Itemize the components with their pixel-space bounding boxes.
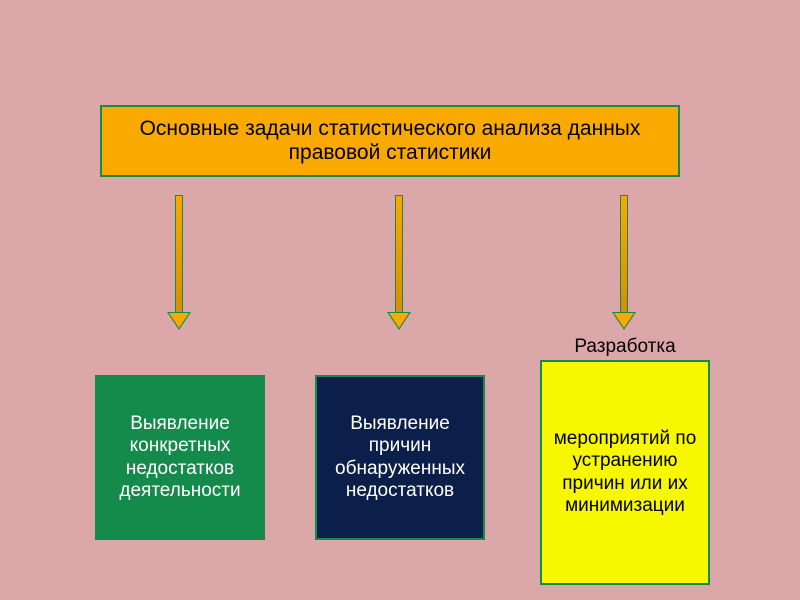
node-box-1: Выявление конкретных недостатков деятель… bbox=[95, 375, 265, 540]
arrow-to-box-3 bbox=[620, 195, 628, 330]
node-1-label: Выявление конкретных недостатков деятель… bbox=[103, 413, 257, 503]
box-3-overflow-text: Разработка bbox=[540, 336, 710, 358]
title-text: Основные задачи статистического анализа … bbox=[114, 117, 666, 165]
node-box-2: Выявление причин обнаруженных недостатко… bbox=[315, 375, 485, 540]
node-3-label: мероприятий по устранению причин или их … bbox=[548, 428, 702, 518]
arrow-to-box-1 bbox=[175, 195, 183, 330]
title-box: Основные задачи статистического анализа … bbox=[100, 105, 680, 177]
arrow-to-box-2 bbox=[395, 195, 403, 330]
node-box-3: мероприятий по устранению причин или их … bbox=[540, 360, 710, 585]
node-2-label: Выявление причин обнаруженных недостатко… bbox=[323, 413, 477, 503]
